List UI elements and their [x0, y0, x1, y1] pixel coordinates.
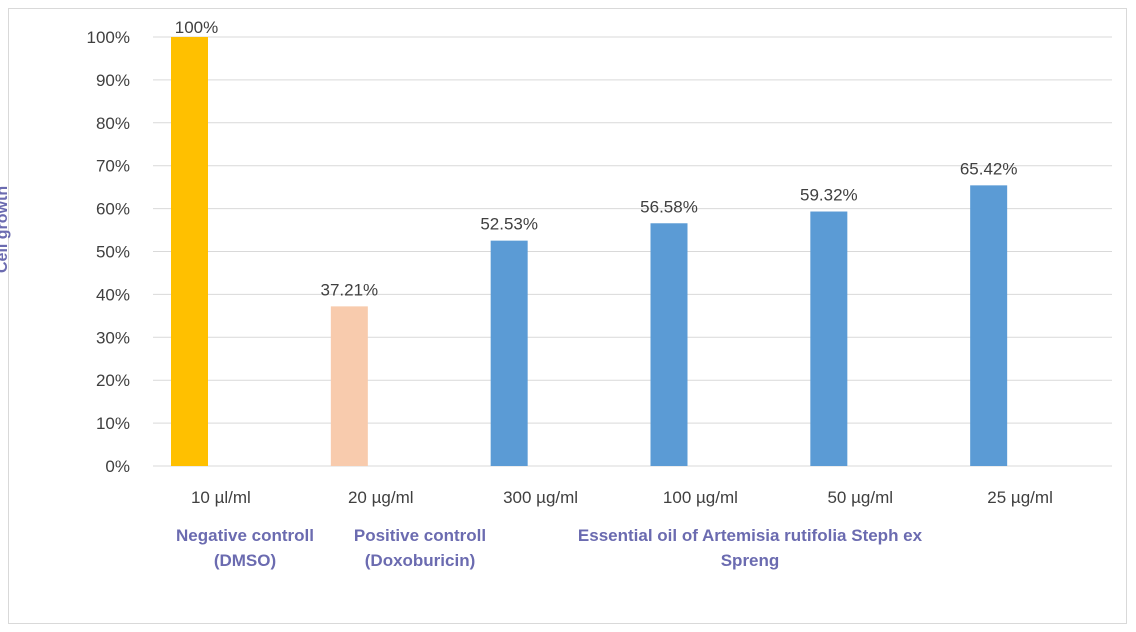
- bar-3: [490, 240, 528, 466]
- bar-2: [330, 306, 368, 466]
- y-tick-label: 80%: [96, 114, 130, 133]
- y-axis-title: Cell growth: [0, 185, 11, 273]
- bar-5: [810, 211, 848, 466]
- y-tick-label: 30%: [96, 328, 130, 347]
- y-axis-ticks: 0% 10% 20% 30% 40% 50% 60% 70% 80% 90% 100%: [87, 28, 130, 476]
- data-labels: 100% 37.21% 52.53% 56.58% 59.32% 65.42%: [175, 18, 1018, 299]
- x-tick-label: 100 µg/ml: [663, 488, 738, 507]
- group-label-line: Positive controll: [353, 526, 487, 545]
- x-tick-label: 10 µl/ml: [191, 488, 251, 507]
- group-label-line: Spreng: [720, 551, 780, 570]
- y-tick-label: 50%: [96, 243, 130, 262]
- x-tick-label: 50 µg/ml: [827, 488, 893, 507]
- data-label: 59.32%: [800, 186, 858, 205]
- group-label-line: Essential oil of Artemisia rutifolia Ste…: [577, 526, 923, 545]
- x-tick-label: 25 µg/ml: [987, 488, 1053, 507]
- x-tick-label: 300 µg/ml: [503, 488, 578, 507]
- bar-1: [171, 37, 208, 466]
- y-tick-label: 10%: [96, 414, 130, 433]
- data-label: 100%: [175, 18, 218, 37]
- group-label-essential-oil: Essential oil of Artemisia rutifolia Ste…: [520, 523, 980, 573]
- x-axis-ticks: 10 µl/ml 20 µg/ml 300 µg/ml 100 µg/ml 50 µg/…: [191, 488, 1053, 507]
- y-tick-label: 20%: [96, 371, 130, 390]
- data-label: 65.42%: [960, 159, 1018, 178]
- data-label: 56.58%: [640, 197, 698, 216]
- y-tick-label: 70%: [96, 157, 130, 176]
- y-tick-label: 60%: [96, 200, 130, 219]
- y-tick-label: 0%: [105, 457, 130, 476]
- group-label-line: (DMSO): [213, 551, 277, 570]
- x-tick-label: 20 µg/ml: [348, 488, 414, 507]
- bar-4: [650, 223, 688, 466]
- y-tick-label: 100%: [87, 28, 130, 47]
- gridlines: [153, 36, 1112, 467]
- data-label: 37.21%: [320, 280, 378, 299]
- y-tick-label: 40%: [96, 285, 130, 304]
- y-axis-title-box: Cell growth: [0, 186, 64, 273]
- bars: [171, 37, 1008, 466]
- group-label-line: Negative controll: [176, 526, 314, 545]
- group-label-positive-control: Positive controll (Doxoburicin): [325, 523, 515, 573]
- y-tick-label: 90%: [96, 71, 130, 90]
- data-label: 52.53%: [480, 215, 538, 234]
- group-label-line: (Doxoburicin): [364, 551, 476, 570]
- bar-6: [970, 185, 1008, 466]
- group-label-negative-control: Negative controll (DMSO): [150, 523, 340, 573]
